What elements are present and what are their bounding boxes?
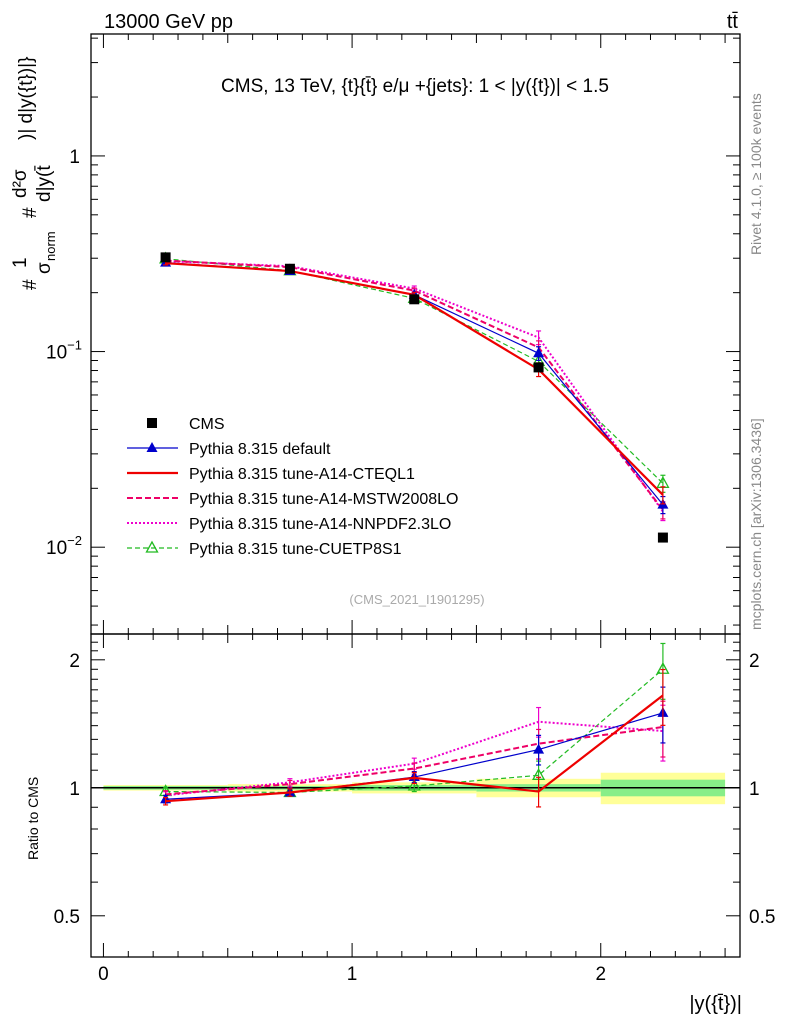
ylabel-sigma: σ xyxy=(34,262,55,274)
x-axis-label: |y({t̄})| xyxy=(689,993,742,1015)
ratio-content xyxy=(158,642,670,808)
main-content xyxy=(158,251,670,543)
legend-label: Pythia 8.315 tune-A14-MSTW2008LO xyxy=(189,491,458,508)
x-tick-label: 2 xyxy=(595,964,606,985)
legend-marker xyxy=(147,418,157,428)
legend-marker xyxy=(145,540,159,553)
cms-point xyxy=(409,294,420,305)
y-tick-label-ratio: 1 xyxy=(69,779,80,800)
legend-marker xyxy=(146,442,158,452)
ylabel-dy-tbar: d|y(t̄ xyxy=(34,165,55,202)
series-1-ratio-point xyxy=(533,743,545,754)
cms-point xyxy=(657,532,668,543)
y-tick-label-main: 10−1 xyxy=(46,338,82,364)
side-label-top: Rivet 4.1.0, ≥ 100k events xyxy=(748,93,764,255)
y-axis-label-main: # 1 σ norm # d²σ d|y(t̄ )| d|y({t})|} xyxy=(10,57,58,290)
y-tick-label-ratio: 0.5 xyxy=(54,907,80,928)
y-tick-label-ratio-right: 1 xyxy=(749,779,760,800)
y-tick-label-ratio-right: 2 xyxy=(749,651,760,672)
y-tick-label-ratio-right: 0.5 xyxy=(749,907,775,928)
legend-label: Pythia 8.315 tune-A14-CTEQL1 xyxy=(189,466,415,483)
watermark: (CMS_2021_I1901295) xyxy=(349,592,484,607)
x-tick-label: 1 xyxy=(347,964,358,985)
y-tick-label-main: 1 xyxy=(69,147,80,168)
main-plot-area xyxy=(91,34,740,634)
legend: CMS Pythia 8.315 default Pythia 8.315 tune… xyxy=(127,416,458,558)
legend-label: CMS xyxy=(189,416,225,433)
y-tick-exponent: −1 xyxy=(67,338,82,353)
cms-point xyxy=(160,252,171,263)
y-tick-base: 10 xyxy=(46,538,67,559)
ratio-plot-area xyxy=(91,634,740,957)
legend-label: Pythia 8.315 tune-CUETP8S1 xyxy=(189,541,402,558)
header-left: 13000 GeV pp xyxy=(104,11,233,33)
legend-label: Pythia 8.315 default xyxy=(189,441,331,458)
y-tick-label-main: 10−2 xyxy=(46,533,82,559)
chart-title: CMS, 13 TeV, {t}{t̄} e/μ +{jets}: 1 < |y… xyxy=(221,76,609,97)
main-frame-bg xyxy=(91,34,740,634)
side-label-bottom: mcplots.cern.ch [arXiv:1306.3436] xyxy=(748,418,764,630)
y-axis-label-ratio: Ratio to CMS xyxy=(25,777,41,860)
x-tick-label: 0 xyxy=(98,964,109,985)
legend-item-2: Pythia 8.315 tune-A14-CTEQL1 xyxy=(127,466,415,483)
legend-item-3: Pythia 8.315 tune-A14-MSTW2008LO xyxy=(127,491,458,508)
header-right: tt̄ xyxy=(727,11,739,33)
legend-item-4: Pythia 8.315 tune-A14-NNPDF2.3LO xyxy=(127,516,451,533)
cms-point xyxy=(533,362,544,373)
legend-item-0: CMS xyxy=(147,416,225,433)
series-3-line xyxy=(165,259,664,511)
ylabel-dy-t: )| d|y({t})|} xyxy=(16,57,37,140)
ylabel-norm: norm xyxy=(43,231,58,261)
legend-item-5: Pythia 8.315 tune-CUETP8S1 xyxy=(127,540,402,558)
y-tick-exponent: −2 xyxy=(67,533,82,548)
series-1-point xyxy=(533,347,545,358)
y-tick-base: 10 xyxy=(46,343,67,364)
ylabel-one: 1 xyxy=(10,257,31,268)
ylabel-hash-1: # xyxy=(20,279,41,290)
cms-point xyxy=(284,263,295,274)
ylabel-hash-2: # xyxy=(20,207,41,218)
series-5-ratio-point xyxy=(407,778,421,791)
ylabel-d2sigma: d²σ xyxy=(10,169,31,198)
y-tick-label-ratio: 2 xyxy=(69,651,80,672)
ratio-frame xyxy=(90,633,741,958)
legend-label: Pythia 8.315 tune-A14-NNPDF2.3LO xyxy=(189,516,451,533)
legend-item-1: Pythia 8.315 default xyxy=(127,441,331,458)
series-3-ratio-line xyxy=(165,726,664,796)
